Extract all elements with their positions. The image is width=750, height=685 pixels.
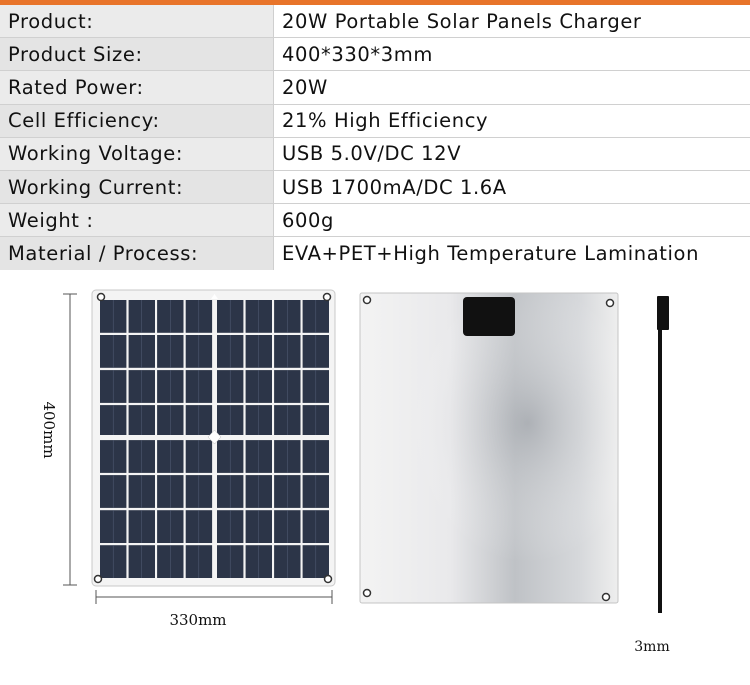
solar-panel-front: [91, 289, 336, 587]
top-accent-strip: [0, 0, 750, 5]
spec-value: USB 5.0V/DC 12V: [273, 137, 750, 171]
spec-label: Cell Efficiency:: [0, 104, 274, 138]
grommet-icon: [93, 574, 103, 584]
height-dimension: 400mm: [40, 293, 77, 586]
grommet-icon: [362, 295, 372, 305]
spec-value: EVA+PET+High Temperature Lamination: [273, 236, 750, 270]
grommet-icon: [605, 298, 615, 308]
spec-value: 600g: [273, 203, 750, 238]
spec-label: Material / Process:: [0, 236, 274, 270]
product-photo: 400mm 330mm 3mm: [40, 289, 670, 655]
spec-table: Product: 20W Portable Solar Panels Charg…: [0, 5, 750, 270]
spec-row: Weight : 600g: [0, 203, 750, 238]
solar-cell-grid: [100, 300, 329, 578]
width-label: 330mm: [169, 611, 226, 629]
spec-row: Working Current: USB 1700mA/DC 1.6A: [0, 170, 750, 205]
spec-label: Working Voltage:: [0, 137, 274, 171]
spec-row: Working Voltage: USB 5.0V/DC 12V: [0, 137, 750, 171]
spec-row: Product: 20W Portable Solar Panels Charg…: [0, 5, 750, 39]
solar-panel-back: [359, 292, 619, 604]
spec-value: USB 1700mA/DC 1.6A: [273, 170, 750, 205]
grommet-icon: [96, 292, 106, 302]
spec-label: Rated Power:: [0, 70, 274, 105]
spec-row: Material / Process: EVA+PET+High Tempera…: [0, 236, 750, 270]
spec-row: Product Size: 400*330*3mm: [0, 37, 750, 72]
spec-value: 20W Portable Solar Panels Charger: [273, 5, 750, 39]
grommet-icon: [322, 292, 332, 302]
spec-label: Product:: [0, 5, 274, 39]
grommet-icon: [362, 588, 372, 598]
grommet-icon: [601, 592, 611, 602]
grommet-icon: [323, 574, 333, 584]
spec-value: 21% High Efficiency: [273, 104, 750, 138]
spec-value: 20W: [273, 70, 750, 105]
solar-panel-side-profile: 3mm: [634, 296, 670, 655]
spec-label: Product Size:: [0, 37, 274, 72]
spec-label: Working Current:: [0, 170, 274, 205]
height-label: 400mm: [40, 401, 58, 458]
thickness-label: 3mm: [634, 639, 669, 655]
junction-box-icon: [463, 297, 515, 336]
spec-row: Cell Efficiency: 21% High Efficiency: [0, 104, 750, 138]
spec-label: Weight :: [0, 203, 274, 238]
width-dimension: 330mm: [95, 590, 333, 629]
spec-row: Rated Power: 20W: [0, 70, 750, 105]
spec-value: 400*330*3mm: [273, 37, 750, 72]
